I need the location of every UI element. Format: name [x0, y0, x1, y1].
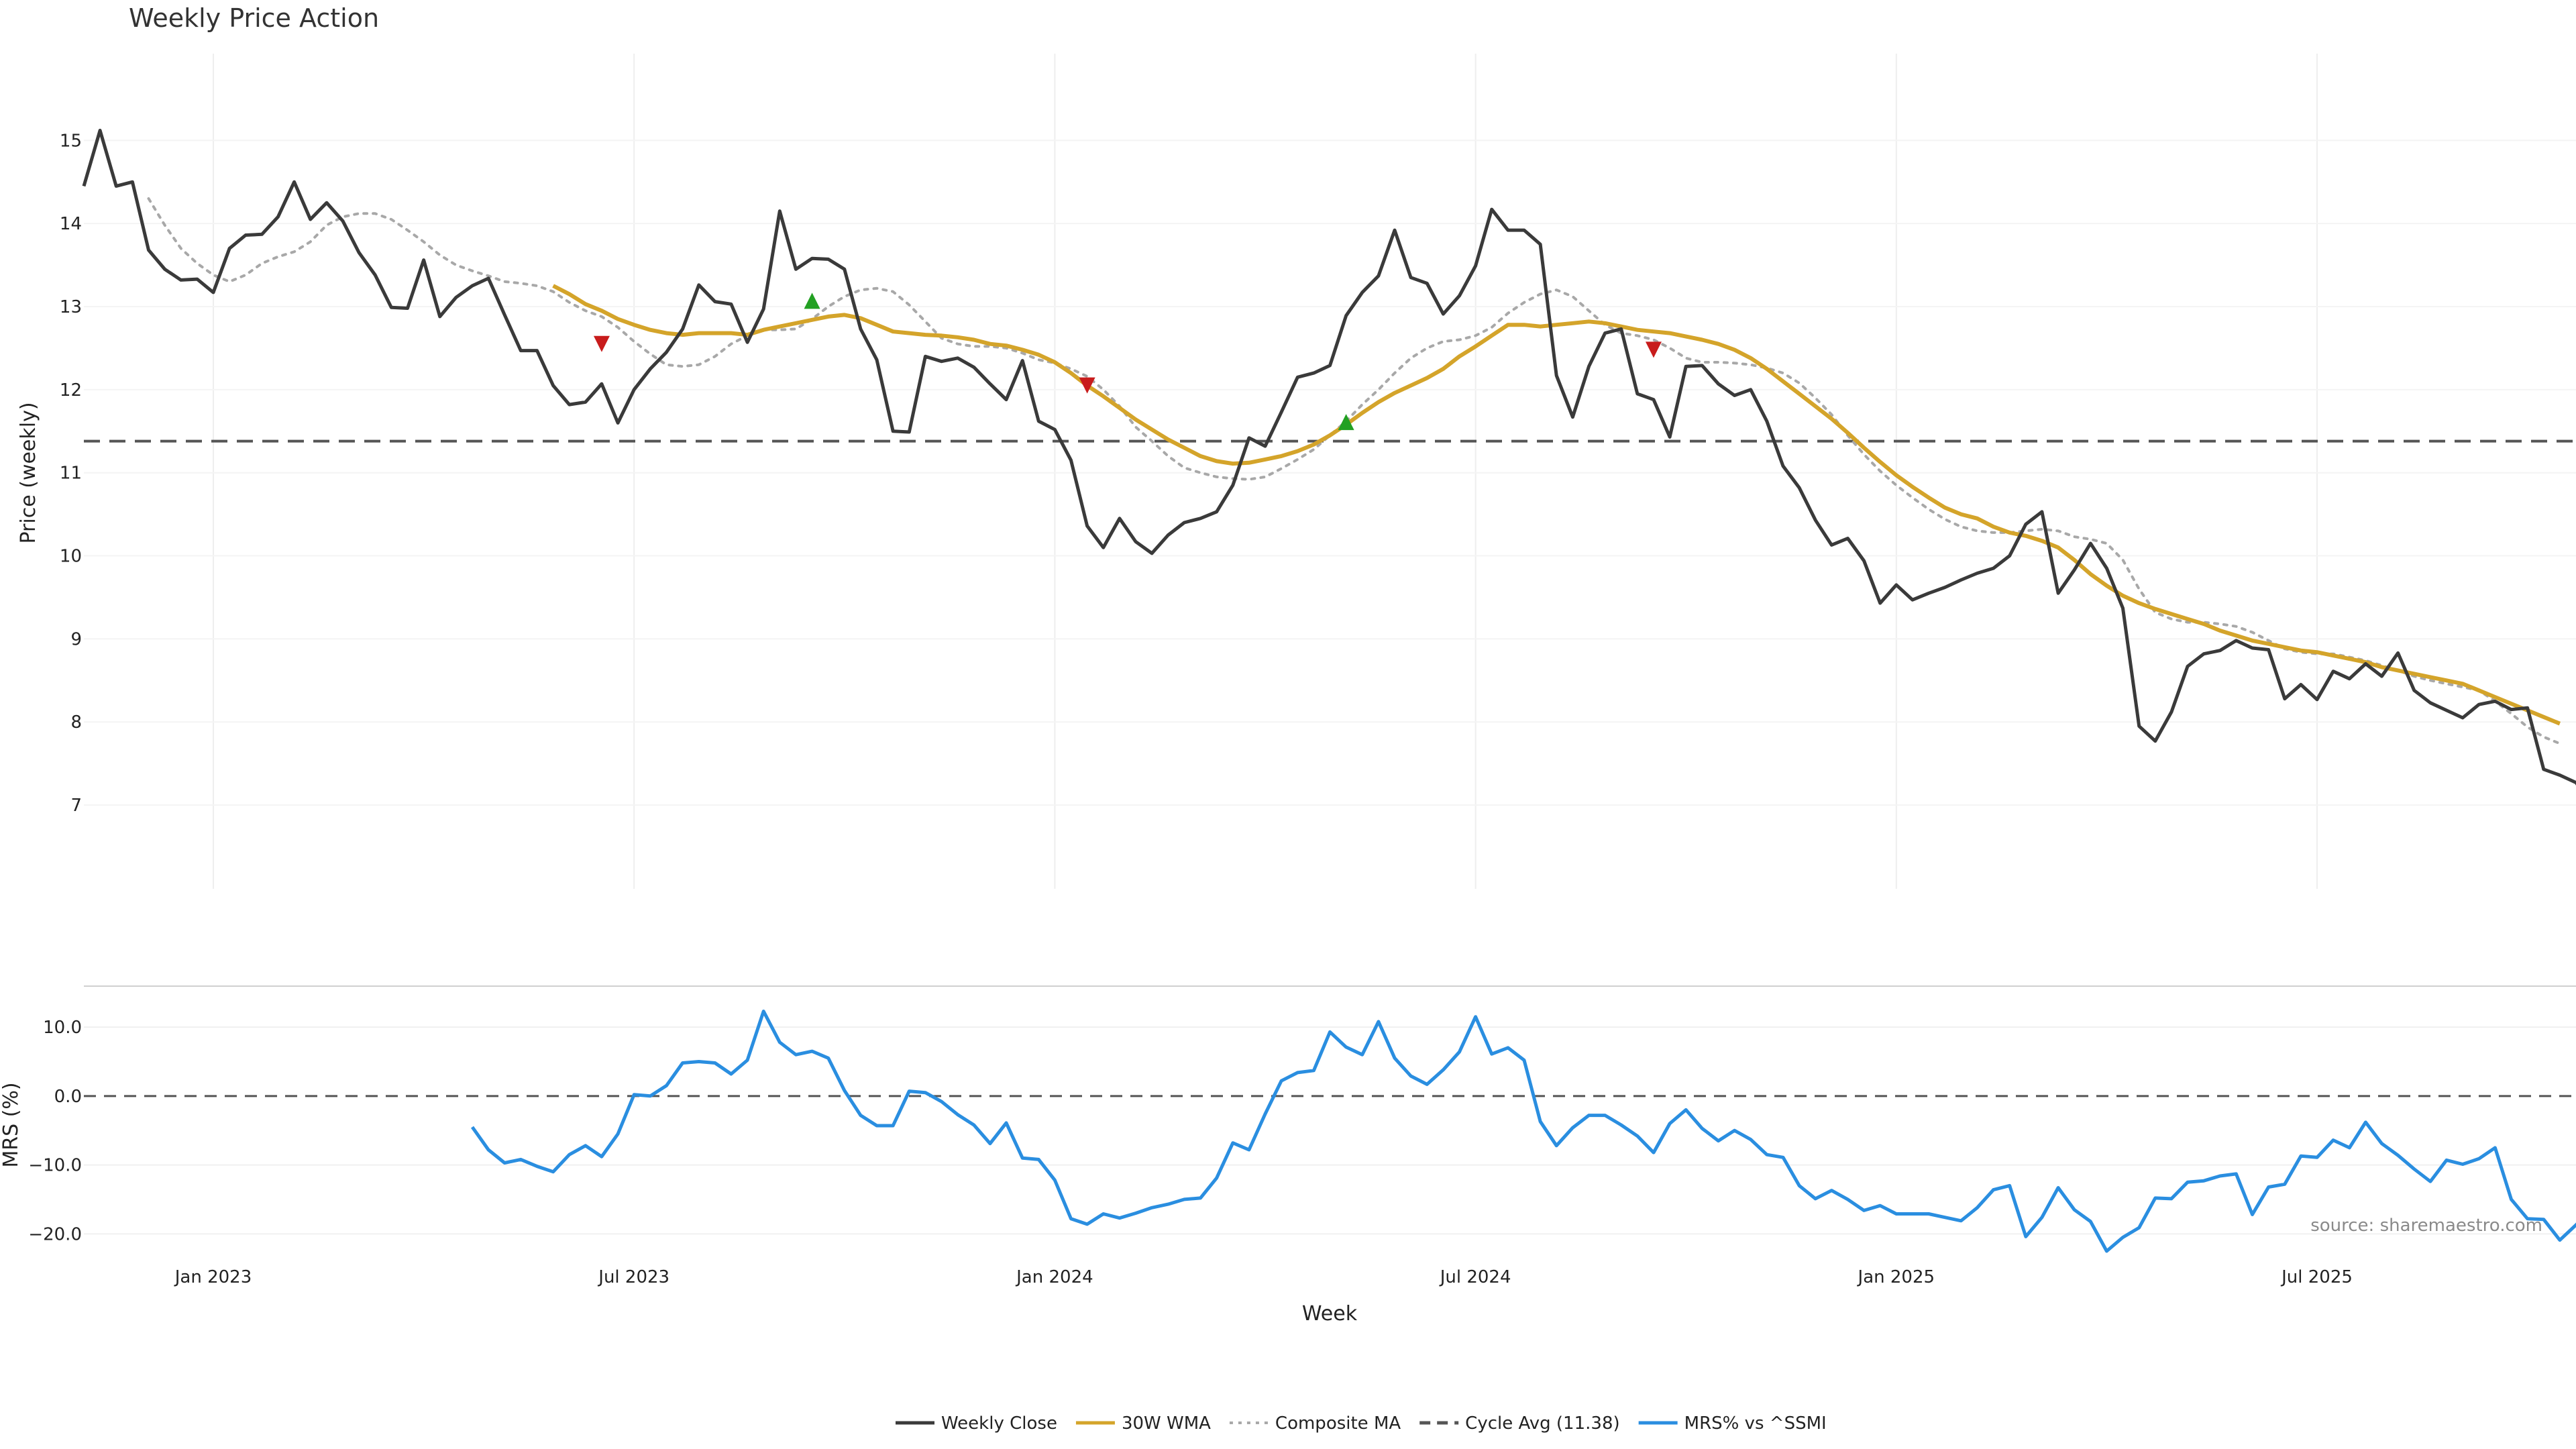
- price-y-ticks: 7 8 9 10 11 12 13 14 15: [60, 131, 82, 816]
- legend: Weekly Close 30W WMA Composite MA Cycle Avg…: [896, 1413, 1827, 1434]
- price-y-tick-label: 11: [60, 464, 82, 484]
- price-y-tick-label: 12: [60, 380, 82, 400]
- mrs-y-tick-label: −20.0: [28, 1224, 82, 1244]
- sell-signal-marker: [1645, 341, 1662, 358]
- x-axis-label: Week: [1302, 1302, 1358, 1326]
- price-y-tick-label: 14: [60, 214, 82, 234]
- legend-label: Cycle Avg (11.38): [1465, 1413, 1619, 1434]
- price-y-tick-label: 15: [60, 131, 82, 151]
- x-tick-label: Jan 2024: [1015, 1267, 1093, 1287]
- mrs-grid: [84, 1026, 2576, 1235]
- legend-label: Weekly Close: [941, 1413, 1057, 1434]
- mrs-line: [470, 1010, 2576, 1253]
- x-tick-label: Jan 2023: [174, 1267, 252, 1287]
- price-y-tick-label: 9: [70, 629, 82, 649]
- sell-signal-marker: [1079, 377, 1095, 394]
- mrs-series: [470, 1010, 2576, 1253]
- price-y-tick-label: 10: [60, 547, 82, 567]
- mrs-y-axis-label: MRS (%): [0, 1082, 23, 1167]
- x-tick-label: Jul 2024: [1439, 1267, 1511, 1287]
- wma-30w-line: [552, 284, 2561, 726]
- mrs-y-tick-label: −10.0: [28, 1156, 82, 1176]
- weekly-close-line: [82, 128, 2576, 786]
- price-y-tick-label: 7: [70, 796, 82, 816]
- price-series: [82, 128, 2576, 786]
- legend-label: MRS% vs ^SSMI: [1684, 1413, 1827, 1434]
- x-tick-label: Jul 2023: [597, 1267, 669, 1287]
- x-tick-label: Jan 2025: [1857, 1267, 1935, 1287]
- source-note: source: sharemaestro.com: [2310, 1216, 2542, 1236]
- legend-label: Composite MA: [1275, 1413, 1401, 1434]
- buy-signal-marker: [1338, 414, 1354, 431]
- mrs-y-tick-label: 10.0: [43, 1018, 82, 1038]
- x-tick-label: Jul 2025: [2280, 1267, 2353, 1287]
- legend-label: 30W WMA: [1122, 1413, 1211, 1434]
- composite-ma-line: [147, 197, 2561, 745]
- signal-markers: [593, 292, 1662, 431]
- price-y-axis-label: Price (weekly): [17, 402, 40, 543]
- price-y-tick-label: 13: [60, 297, 82, 317]
- x-axis-ticks: Jan 2023 Jul 2023 Jan 2024 Jul 2024 Jan 2025…: [174, 1267, 2353, 1287]
- price-grid: [84, 54, 2576, 889]
- mrs-y-ticks: −20.0 −10.0 0.0 10.0: [28, 1018, 82, 1244]
- mrs-y-tick-label: 0.0: [54, 1087, 82, 1107]
- chart-title: Weekly Price Action: [129, 3, 379, 33]
- buy-signal-marker: [804, 292, 820, 309]
- sell-signal-marker: [593, 335, 610, 352]
- price-y-tick-label: 8: [70, 712, 82, 733]
